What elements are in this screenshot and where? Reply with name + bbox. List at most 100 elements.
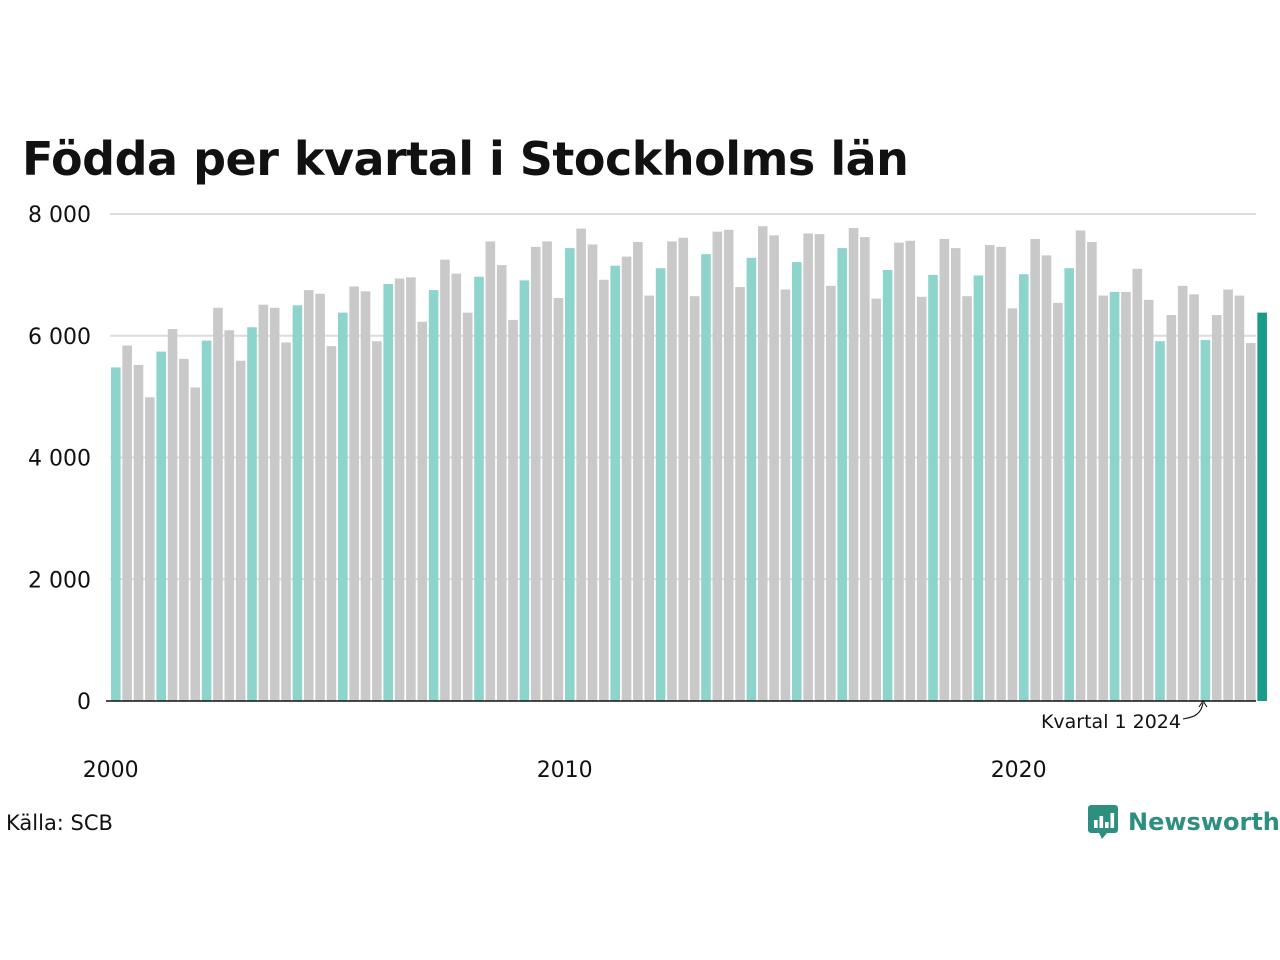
bar [667,241,677,701]
bar-q1 [474,276,484,701]
bar [485,241,496,701]
bars [111,226,1267,702]
bar [826,285,836,701]
bar [440,259,450,701]
bar [133,364,144,701]
x-tick-label: 2020 [991,758,1047,783]
bar [576,228,586,702]
annotation-label: Kvartal 1 2024 [1041,711,1181,733]
chart-title: Födda per kvartal i Stockholms län [22,132,909,186]
bar [996,246,1006,701]
bar [1189,294,1199,701]
bar [542,241,552,701]
bar [372,341,382,701]
bar [848,228,859,701]
bar [757,226,768,701]
bar [1087,242,1097,701]
bar [1075,230,1086,701]
bar [394,278,405,701]
bar-q1 [928,274,938,702]
bar [269,307,280,701]
annotation-arrow [1182,702,1204,720]
bar [235,360,246,701]
y-tick-label: 8 000 [28,203,91,228]
bar [213,307,223,701]
bar-q1 [292,305,303,701]
bar [894,242,904,702]
bar-q1 [428,290,439,701]
bar [1121,291,1131,701]
bar [315,293,325,701]
bar [258,304,269,701]
newsworthy-logo-icon [1088,805,1118,839]
bar [735,287,745,701]
bar [281,342,291,701]
bar [451,273,462,701]
bar [508,319,518,701]
bar [406,277,416,701]
x-tick-label: 2010 [537,758,593,783]
bar [462,312,473,701]
bar [1143,299,1154,701]
bar [326,346,337,701]
bar [712,231,723,701]
bar [1053,302,1063,701]
bar [962,296,972,701]
bar-q1 [565,248,575,701]
bar [1223,289,1233,701]
bar [145,397,155,701]
bar [190,387,201,701]
bar-q1 [156,351,166,701]
bar [1211,315,1222,701]
bar [1177,285,1188,701]
bar [122,345,132,701]
bar [1041,255,1052,701]
bar-q1 [1155,341,1165,701]
bar-q1 [1200,340,1211,701]
bar [803,233,813,702]
y-tick-label: 6 000 [28,325,91,350]
bar-q1 [201,340,212,701]
bar [1030,238,1040,701]
bar [599,279,609,701]
bar [1246,343,1256,701]
bar [678,237,689,702]
bar [553,298,564,701]
bar [1098,295,1109,701]
bar-q1 [973,275,984,701]
bar [860,237,870,701]
y-tick-label: 4 000 [28,447,91,472]
bar-q1 [111,367,121,701]
bar [1007,308,1018,701]
bar [587,244,598,701]
source-note: Källa: SCB [6,811,113,835]
bar-q1 [610,265,620,701]
brand-logo: Newsworthy [1088,805,1280,839]
bar-q1 [837,248,847,701]
bar [723,229,734,701]
y-tick-label: 2 000 [28,568,91,593]
bar [303,290,314,701]
bar-q1 [338,312,348,701]
bar [769,235,779,701]
bar-q1 [1109,291,1120,701]
bar-q1 [519,280,530,701]
bar [905,240,916,702]
y-tick-label: 0 [77,690,91,715]
bar [417,321,428,701]
annotation-arrowhead [1198,700,1208,708]
bar [950,248,961,701]
bar [984,245,995,702]
bar-q1 [882,270,893,701]
x-axis-tick-labels: 2000 2010 2020 [83,758,1047,783]
bar [167,329,178,701]
bar [1132,268,1143,701]
bar-q1 [1019,274,1029,701]
bar-q1 [655,268,666,701]
bar [814,234,825,701]
latest-bar-annotation: Kvartal 1 2024 [1041,700,1208,733]
brand-name: Newsworthy [1128,808,1280,836]
bar [780,289,791,701]
bar-q1 [1064,268,1074,701]
